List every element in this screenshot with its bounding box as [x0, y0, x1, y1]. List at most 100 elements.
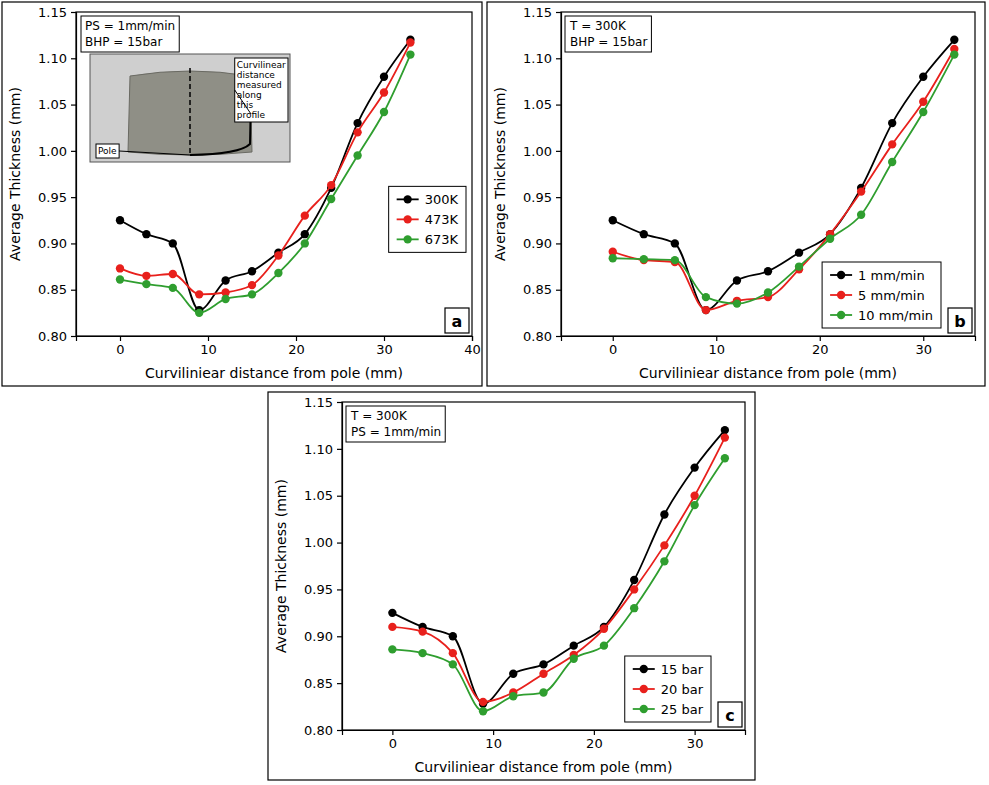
panel: 01020300.800.850.900.951.001.051.101.15C…: [268, 392, 755, 780]
inset-pointer: [235, 90, 251, 114]
inset-label-box: [235, 58, 288, 122]
series-line: [392, 430, 724, 704]
legend-item: 473K: [397, 212, 459, 227]
legend-label: 20 bar: [661, 682, 704, 697]
inset-label: Pole: [98, 146, 117, 156]
y-tick-label: 1.15: [304, 395, 333, 410]
data-point: [795, 249, 803, 257]
data-point: [221, 295, 229, 303]
data-point: [950, 50, 958, 58]
conditions: T = 300KPS = 1mm/min: [346, 406, 445, 442]
data-point: [169, 284, 177, 292]
y-axis-title: Average Thickness (mm): [273, 479, 289, 653]
data-point: [919, 98, 927, 106]
legend-marker: [640, 685, 648, 693]
annotation: T = 300K: [569, 19, 627, 33]
y-tick-mark: [556, 58, 561, 59]
x-tick-label: 0: [116, 342, 124, 357]
y-tick: 1.00: [38, 144, 76, 159]
panel-letter: b: [948, 308, 972, 333]
panel-letter-text: b: [954, 312, 965, 331]
plot-frame: [76, 12, 472, 336]
plot-area: 01020300.800.850.900.951.001.051.101.15C…: [492, 5, 976, 381]
legend-label: 5 mm/min: [858, 288, 925, 303]
panel-letter-text: a: [452, 312, 463, 331]
data-point: [690, 501, 698, 509]
data-point: [301, 230, 309, 238]
data-point: [116, 275, 124, 283]
data-point: [353, 151, 361, 159]
data-point: [388, 645, 396, 653]
x-tick-mark: [120, 336, 121, 341]
figure: 0102030400.800.850.900.951.001.051.101.1…: [0, 0, 989, 785]
y-tick-label: 1.10: [38, 51, 67, 66]
y-tick: 0.85: [523, 282, 561, 297]
y-tick-mark: [556, 151, 561, 152]
data-point: [388, 623, 396, 631]
y-tick-label: 1.10: [304, 442, 333, 457]
legend-marker: [640, 665, 648, 673]
data-point: [660, 557, 668, 565]
data-point: [609, 216, 617, 224]
data-point: [274, 269, 282, 277]
legend-item: 300K: [397, 192, 459, 207]
y-tick-label: 0.85: [523, 282, 552, 297]
x-tick-mark: [594, 730, 595, 735]
annotation: PS = 1mm/min: [85, 19, 175, 33]
legend: 15 bar20 bar25 bar: [625, 656, 711, 722]
y-tick-mark: [71, 197, 76, 198]
data-point: [248, 267, 256, 275]
data-point: [888, 158, 896, 166]
conditions-box: [565, 16, 651, 52]
y-tick-label: 0.90: [304, 629, 333, 644]
y-tick: 1.15: [304, 395, 342, 410]
legend-label: 1 mm/min: [858, 268, 925, 283]
data-point: [418, 649, 426, 657]
series-line: [120, 40, 410, 310]
x-tick: 0: [389, 730, 397, 751]
series-line: [120, 43, 410, 295]
y-tick: 0.80: [523, 329, 561, 344]
series-line: [613, 49, 955, 310]
x-axis: 0102030: [343, 730, 746, 751]
y-axis-title: Average Thickness (mm): [7, 87, 23, 261]
x-tick-mark: [923, 336, 924, 341]
annotation: BHP = 15bar: [85, 35, 162, 49]
data-layer: [116, 36, 415, 317]
legend-marker: [837, 311, 845, 319]
data-point: [919, 73, 927, 81]
x-tick-label: 30: [376, 342, 393, 357]
data-point: [380, 88, 388, 96]
data-point: [195, 309, 203, 317]
y-tick-label: 1.00: [304, 535, 333, 550]
x-tick-mark: [716, 336, 717, 341]
y-tick-mark: [71, 336, 76, 337]
legend-marker: [403, 215, 411, 223]
conditions: T = 300KBHP = 15bar: [565, 16, 651, 52]
data-point: [479, 698, 487, 706]
data-point: [660, 541, 668, 549]
legend-marker: [640, 705, 648, 713]
data-point: [301, 239, 309, 247]
conditions-box: [81, 16, 179, 52]
data-point: [388, 609, 396, 617]
data-point: [950, 36, 958, 44]
data-point: [733, 276, 741, 284]
data-point: [418, 627, 426, 635]
legend: 300K473K673K: [389, 186, 466, 252]
x-tick-mark: [384, 336, 385, 341]
y-tick: 0.90: [523, 236, 561, 251]
x-axis: 010203040: [77, 336, 481, 357]
data-point: [142, 272, 150, 280]
legend-item: 5 mm/min: [830, 288, 925, 303]
panel-border: [487, 2, 985, 386]
text-line: distance: [237, 70, 276, 80]
data-point: [539, 688, 547, 696]
data-point: [116, 216, 124, 224]
x-tick-label: 20: [812, 342, 829, 357]
y-tick-mark: [556, 197, 561, 198]
data-point: [509, 670, 517, 678]
panel-border: [2, 2, 482, 386]
legend-item: 25 bar: [633, 702, 704, 717]
data-point: [600, 641, 608, 649]
